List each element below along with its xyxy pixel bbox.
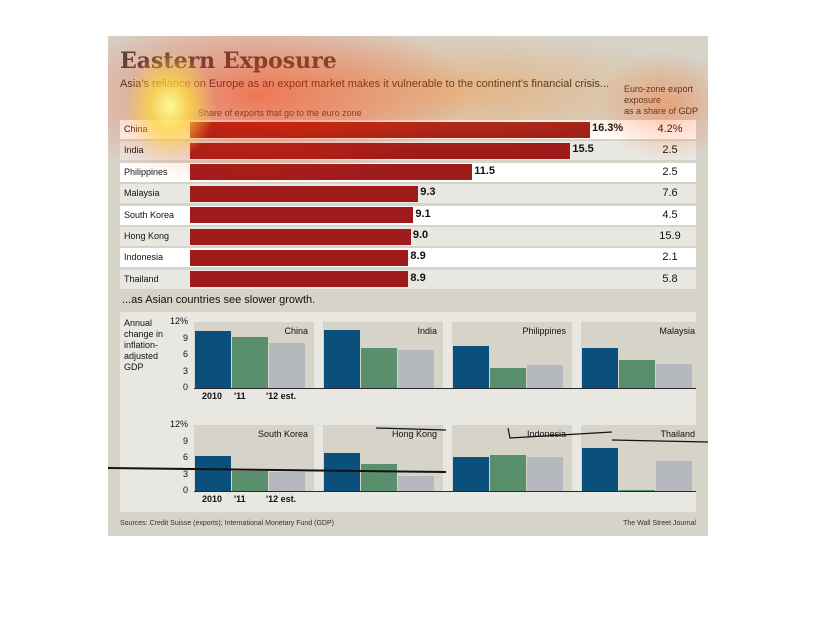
growth-y-axis-label: Annual change in inflation- adjusted GDP [124, 318, 174, 373]
ylabel-line-3: inflation- [124, 340, 159, 350]
y-tick-label: 3 [182, 365, 188, 376]
country-label: Thailand [124, 273, 159, 284]
gdp-growth-bar [324, 329, 360, 388]
gdp-growth-bar [232, 471, 268, 491]
annotation-stroke [107, 467, 447, 473]
annotation-stroke [507, 427, 613, 439]
gdp-growth-bar [582, 348, 618, 388]
gdp-exposure-value: 7.6 [662, 187, 678, 200]
sources-note: Sources: Credit Suisse (exports); Intern… [120, 520, 334, 527]
gdp-growth-bar [582, 448, 618, 491]
annotation-stroke [611, 439, 709, 443]
export-share-bar [190, 249, 409, 266]
gdp-growth-bar [195, 456, 231, 491]
export-share-value: 8.9 [410, 271, 426, 284]
y-tick-label: 9 [182, 435, 188, 446]
gdp-exposure-value: 15.9 [659, 230, 681, 242]
facet-country-label: Philippines [522, 326, 566, 336]
export-share-bar [190, 271, 409, 288]
gdp-growth-bar [656, 363, 692, 388]
y-tick-label: 0 [182, 485, 188, 495]
x-tick-label: '12 est. [266, 391, 297, 401]
ylabel-line-1: Annual [124, 318, 153, 328]
country-label: South Korea [124, 209, 175, 220]
x-tick-label: 2010 [202, 391, 223, 401]
facet-country-label: Hong Kong [391, 429, 437, 439]
facet-country-label: China [284, 326, 308, 336]
export-share-value: 9.0 [412, 229, 429, 241]
gdp-growth-bar [619, 490, 655, 491]
x-tick-label: '11 [234, 391, 246, 401]
country-label: Indonesia [124, 252, 164, 263]
gdp-growth-bar [490, 367, 526, 388]
export-share-value: 9.1 [415, 207, 431, 220]
gdp-growth-bar [269, 472, 305, 491]
gdp-growth-bar [269, 342, 305, 388]
gdp-exposure-value: 2.1 [662, 251, 678, 264]
gdp-growth-bar [619, 359, 655, 388]
export-share-bar [190, 207, 414, 224]
gdp-exposure-value: 4.5 [662, 208, 678, 221]
gdp-growth-bar [398, 475, 434, 491]
facet-country-label: Indonesia [526, 429, 566, 439]
export-share-value: 9.3 [420, 186, 436, 199]
country-label: Hong Kong [124, 231, 170, 241]
export-share-bar [190, 185, 419, 202]
gdp-growth-bar [490, 455, 526, 491]
export-share-value: 8.9 [410, 250, 426, 263]
gdp-growth-bar [195, 330, 231, 388]
ylabel-line-4: adjusted [124, 351, 159, 361]
country-label: Malaysia [124, 188, 160, 199]
gdp-growth-bar [453, 346, 489, 388]
facet-country-label: Thailand [660, 429, 695, 439]
facet-country-label: India [417, 326, 437, 336]
y-tick-label: 6 [182, 349, 188, 359]
x-tick-label: '11 [234, 494, 246, 504]
x-axis-line [194, 491, 696, 492]
gdp-growth-bar [232, 337, 268, 388]
y-tick-label: 6 [182, 452, 188, 462]
y-tick-label: 0 [182, 382, 188, 392]
ylabel-line-5: GDP [124, 362, 144, 372]
x-tick-label: 2010 [202, 494, 223, 504]
gdp-exposure-value: 5.8 [662, 272, 678, 285]
gdp-growth-bar [527, 364, 563, 388]
gdp-growth-bar [398, 349, 434, 388]
x-tick-label: '12 est. [266, 494, 297, 504]
gdp-growth-bar [527, 457, 563, 491]
y-tick-label: 12% [169, 419, 188, 429]
y-tick-label: 9 [182, 332, 188, 343]
gdp-growth-bar [361, 348, 397, 388]
export-share-bar [190, 228, 411, 245]
ylabel-line-2: change in [124, 329, 164, 339]
x-axis-line [194, 388, 696, 389]
y-tick-label: 3 [182, 468, 188, 479]
facet-country-label: Malaysia [659, 326, 695, 336]
gdp-growth-bar [656, 460, 692, 491]
y-tick-label: 12% [169, 316, 188, 326]
facet-country-label: South Korea [257, 429, 308, 439]
publisher-credit: The Wall Street Journal [623, 520, 696, 527]
gdp-growth-bar [361, 463, 397, 491]
growth-chart-title: ...as Asian countries see slower growth. [122, 294, 316, 306]
annotation-stroke [375, 427, 447, 431]
gdp-growth-bar [453, 457, 489, 491]
